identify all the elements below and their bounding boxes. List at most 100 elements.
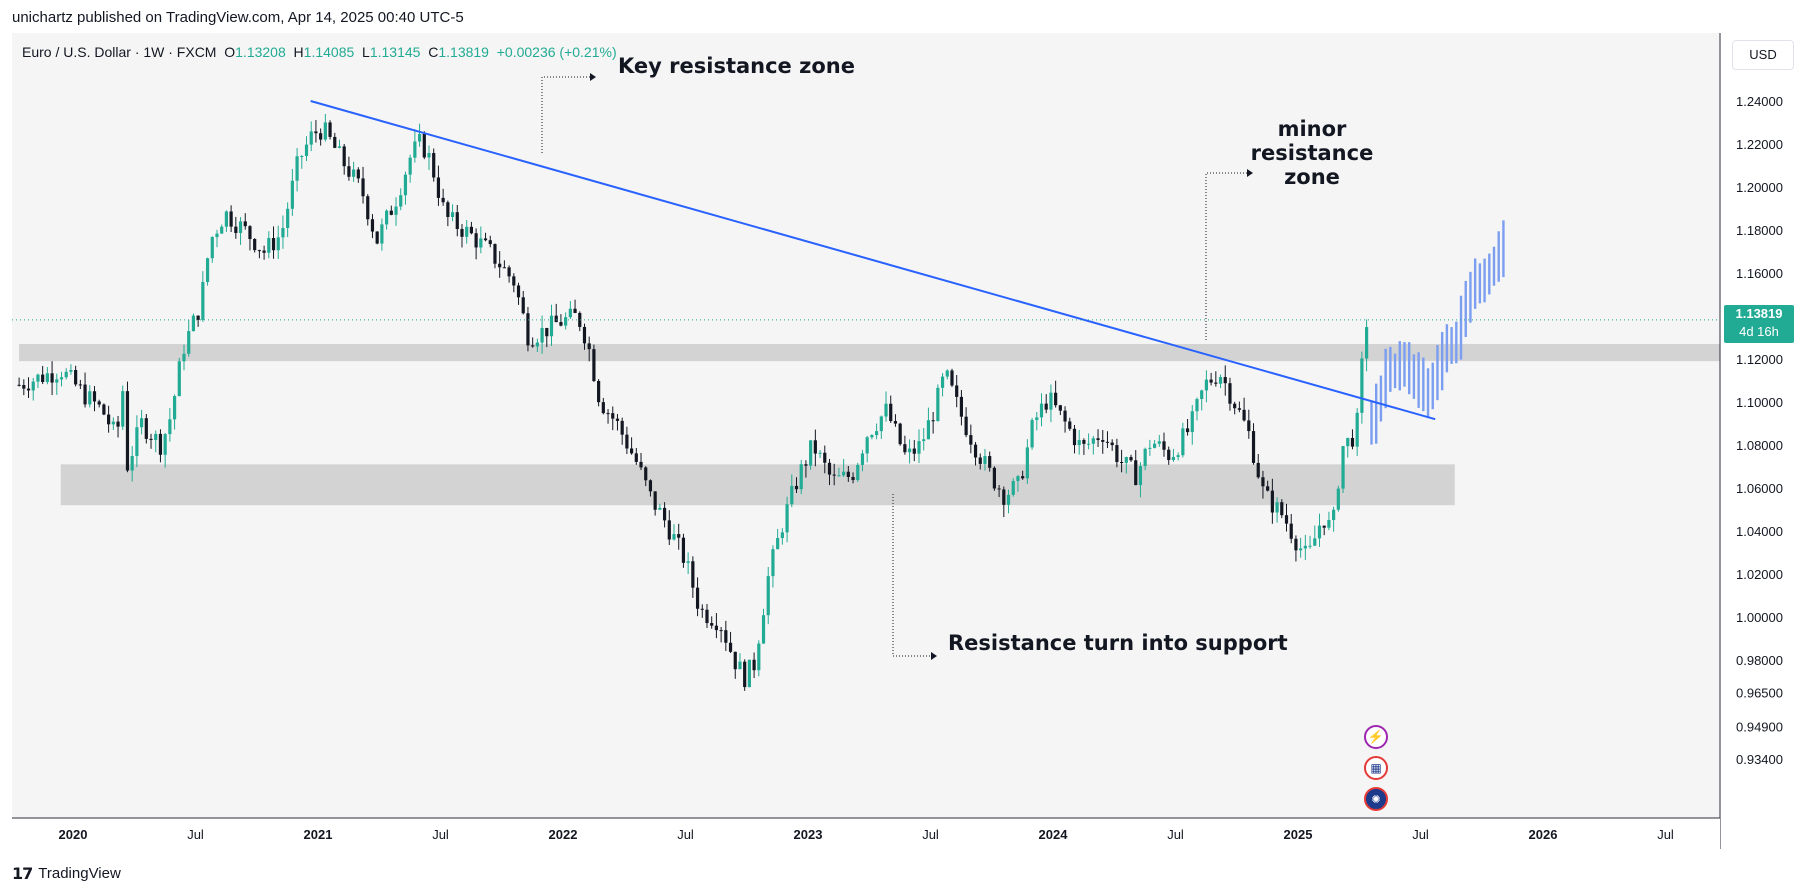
- candle[interactable]: [564, 312, 568, 330]
- candle[interactable]: [1011, 478, 1015, 497]
- candle[interactable]: [450, 204, 455, 222]
- candle[interactable]: [658, 503, 662, 511]
- candle[interactable]: [144, 414, 148, 444]
- candle[interactable]: [1167, 446, 1171, 465]
- candle[interactable]: [135, 415, 139, 468]
- candle[interactable]: [710, 616, 714, 629]
- candle[interactable]: [705, 603, 709, 628]
- candle[interactable]: [314, 120, 318, 143]
- minor-resistance-zone[interactable]: [19, 343, 1721, 362]
- candle[interactable]: [107, 405, 111, 433]
- candle[interactable]: [1087, 433, 1091, 450]
- candle[interactable]: [1110, 439, 1114, 451]
- candle[interactable]: [1336, 485, 1340, 512]
- candle[interactable]: [1030, 417, 1034, 450]
- candle[interactable]: [304, 136, 309, 162]
- candle[interactable]: [1317, 513, 1322, 547]
- candle[interactable]: [408, 154, 412, 183]
- candle[interactable]: [337, 139, 342, 149]
- candle[interactable]: [493, 243, 497, 269]
- candle[interactable]: [1204, 370, 1209, 403]
- candle[interactable]: [366, 194, 370, 226]
- lightning-icon[interactable]: ⚡: [1364, 725, 1388, 749]
- candle[interactable]: [790, 474, 794, 508]
- candle[interactable]: [1299, 537, 1303, 558]
- candle[interactable]: [125, 381, 130, 473]
- candle[interactable]: [827, 458, 832, 486]
- candle[interactable]: [903, 435, 907, 455]
- symbol-name[interactable]: Euro / U.S. Dollar · 1W · FXCM: [22, 44, 217, 60]
- candle[interactable]: [780, 528, 784, 545]
- candle[interactable]: [1105, 431, 1110, 449]
- candle[interactable]: [281, 215, 285, 249]
- candle[interactable]: [832, 463, 836, 486]
- candle[interactable]: [1280, 499, 1284, 519]
- candle[interactable]: [290, 168, 294, 216]
- candle[interactable]: [1237, 401, 1241, 413]
- candle[interactable]: [154, 430, 158, 453]
- candle[interactable]: [352, 161, 356, 182]
- candle[interactable]: [234, 216, 238, 239]
- candle[interactable]: [898, 422, 902, 446]
- candle[interactable]: [92, 386, 97, 412]
- candle[interactable]: [1016, 475, 1020, 492]
- candle[interactable]: [45, 367, 49, 385]
- candle[interactable]: [1049, 384, 1053, 423]
- candle[interactable]: [502, 260, 506, 269]
- candle[interactable]: [323, 113, 327, 142]
- candle[interactable]: [733, 651, 737, 679]
- candle[interactable]: [427, 145, 431, 170]
- candle[interactable]: [549, 304, 554, 346]
- candle[interactable]: [394, 197, 398, 226]
- candle[interactable]: [1303, 534, 1307, 560]
- candle[interactable]: [460, 223, 464, 248]
- candle[interactable]: [215, 229, 219, 248]
- candle[interactable]: [488, 235, 492, 248]
- candle[interactable]: [1185, 419, 1190, 436]
- candle[interactable]: [78, 379, 82, 390]
- candle[interactable]: [950, 368, 954, 388]
- candle[interactable]: [1209, 372, 1213, 386]
- candle[interactable]: [1195, 397, 1199, 421]
- candle[interactable]: [1157, 434, 1161, 447]
- candle[interactable]: [1171, 448, 1176, 462]
- candle[interactable]: [1115, 438, 1119, 468]
- candle[interactable]: [1261, 470, 1265, 499]
- candle[interactable]: [403, 171, 408, 205]
- candle[interactable]: [554, 303, 558, 323]
- candle[interactable]: [573, 299, 577, 314]
- candle[interactable]: [69, 364, 73, 375]
- candle[interactable]: [936, 384, 940, 422]
- candle[interactable]: [884, 391, 888, 422]
- candle[interactable]: [691, 556, 695, 598]
- candle[interactable]: [1129, 454, 1133, 462]
- candle[interactable]: [983, 448, 987, 471]
- candle[interactable]: [667, 510, 671, 546]
- candle[interactable]: [243, 213, 247, 230]
- candle[interactable]: [399, 188, 403, 211]
- support-zone[interactable]: [60, 464, 1455, 506]
- candle[interactable]: [262, 245, 266, 260]
- candle[interactable]: [582, 323, 587, 350]
- candle[interactable]: [1242, 397, 1246, 422]
- candle[interactable]: [1138, 462, 1143, 498]
- candle[interactable]: [380, 218, 384, 251]
- candle[interactable]: [719, 627, 723, 643]
- candle[interactable]: [907, 439, 912, 464]
- candle[interactable]: [879, 415, 883, 439]
- candle[interactable]: [238, 217, 243, 245]
- candle[interactable]: [592, 344, 596, 383]
- candle[interactable]: [615, 414, 620, 431]
- candle[interactable]: [686, 552, 690, 575]
- candle[interactable]: [1214, 371, 1218, 387]
- candle[interactable]: [149, 433, 153, 449]
- minor-resistance-label[interactable]: minor resistance zone: [1222, 117, 1402, 189]
- candle[interactable]: [1176, 452, 1180, 461]
- candle[interactable]: [912, 440, 916, 462]
- candle[interactable]: [714, 613, 719, 639]
- candle[interactable]: [1101, 429, 1105, 454]
- chart-area[interactable]: [12, 33, 1802, 849]
- candle[interactable]: [295, 148, 299, 192]
- candle[interactable]: [253, 238, 257, 253]
- candle[interactable]: [860, 449, 865, 472]
